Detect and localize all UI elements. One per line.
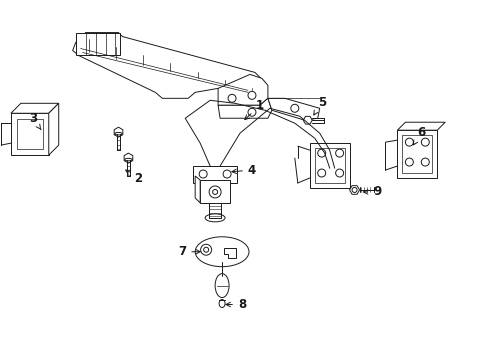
Text: 7: 7 xyxy=(178,245,200,258)
Polygon shape xyxy=(114,127,122,137)
Ellipse shape xyxy=(219,300,224,307)
Polygon shape xyxy=(218,98,271,118)
Text: 8: 8 xyxy=(225,298,245,311)
Ellipse shape xyxy=(205,214,224,222)
Bar xyxy=(402,135,431,173)
Polygon shape xyxy=(303,116,312,124)
Ellipse shape xyxy=(215,274,228,298)
Text: 6: 6 xyxy=(412,126,425,145)
Bar xyxy=(11,113,49,155)
Polygon shape xyxy=(267,98,319,120)
Polygon shape xyxy=(76,32,120,55)
Polygon shape xyxy=(49,103,59,155)
Polygon shape xyxy=(11,103,59,113)
Polygon shape xyxy=(397,122,444,130)
Polygon shape xyxy=(200,180,229,203)
Text: 4: 4 xyxy=(231,163,256,176)
Polygon shape xyxy=(195,176,200,203)
Ellipse shape xyxy=(195,237,248,267)
Bar xyxy=(17,119,42,149)
Polygon shape xyxy=(349,186,359,194)
Polygon shape xyxy=(309,143,349,188)
Text: 2: 2 xyxy=(125,170,142,185)
Ellipse shape xyxy=(115,132,122,135)
Ellipse shape xyxy=(124,158,132,161)
Polygon shape xyxy=(193,166,237,183)
Polygon shape xyxy=(73,32,264,98)
Text: 1: 1 xyxy=(244,99,264,120)
Polygon shape xyxy=(218,75,267,105)
Text: 3: 3 xyxy=(29,112,41,130)
Polygon shape xyxy=(124,153,132,163)
Text: 9: 9 xyxy=(363,185,381,198)
Text: 5: 5 xyxy=(313,96,325,115)
Bar xyxy=(314,148,344,183)
Bar xyxy=(397,130,436,178)
